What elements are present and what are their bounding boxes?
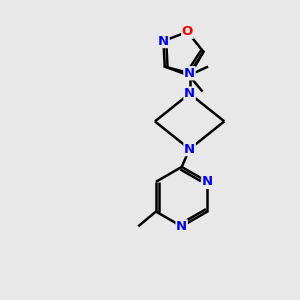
Text: N: N (184, 67, 195, 80)
Text: N: N (202, 175, 213, 188)
Text: O: O (182, 26, 193, 38)
Text: N: N (158, 34, 169, 47)
Text: N: N (176, 220, 187, 233)
Text: N: N (184, 142, 195, 156)
Text: N: N (184, 87, 195, 100)
